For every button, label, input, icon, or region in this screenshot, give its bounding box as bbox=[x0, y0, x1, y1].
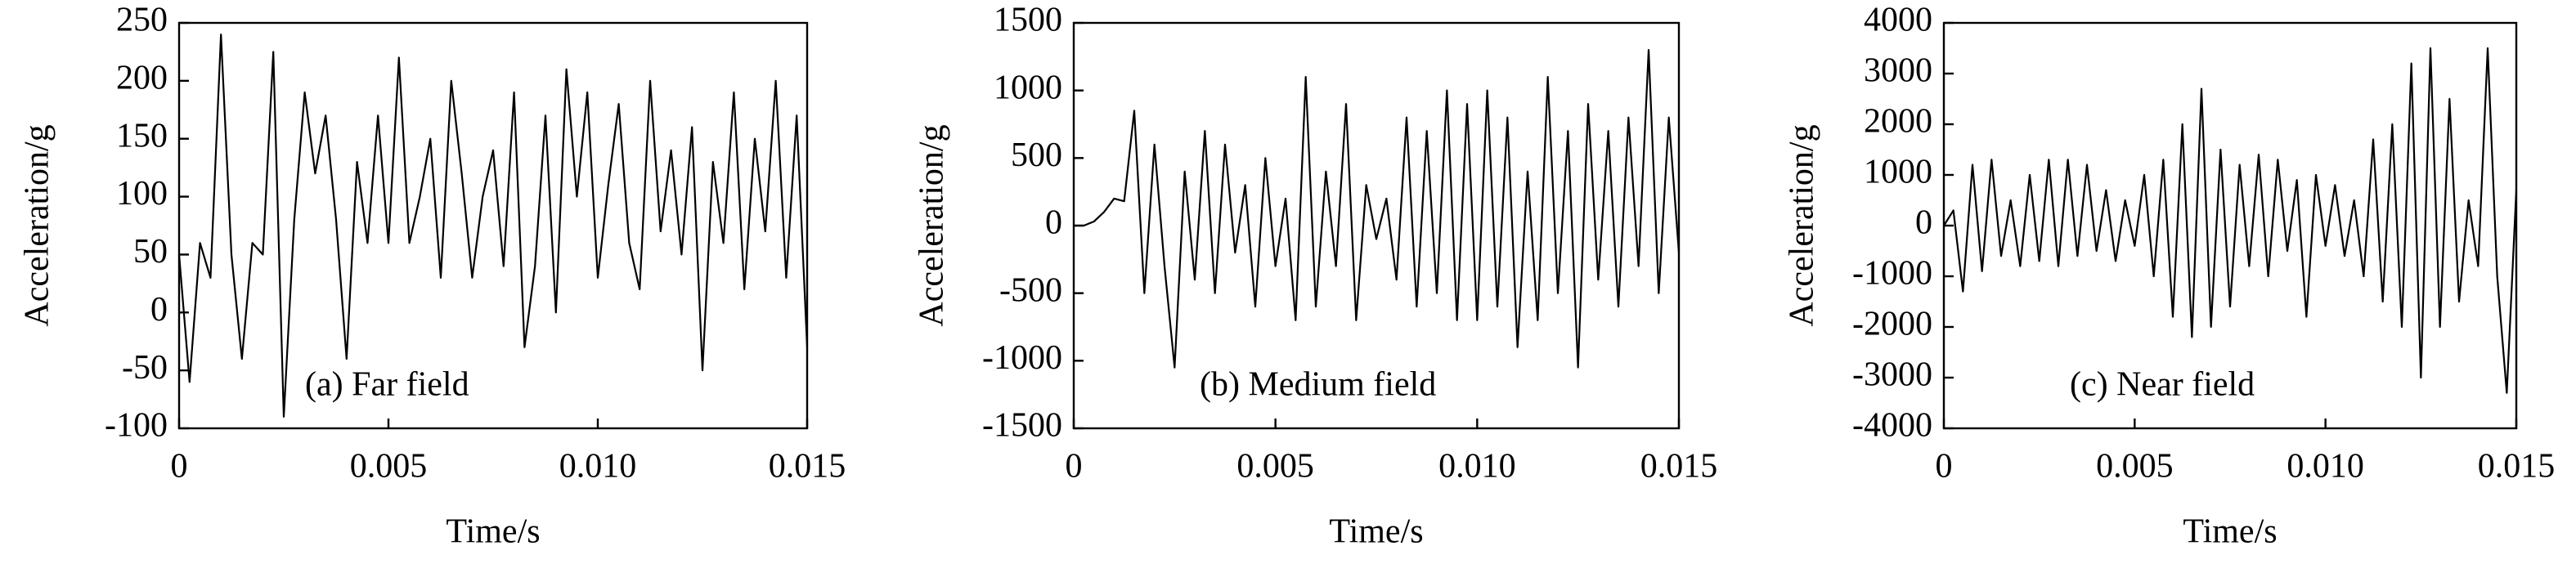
chart-panel: -4000 -3000 -2000 -1000 0 1000 2000 3000 4000 0 0.… bbox=[1784, 2, 2556, 551]
x-axis-label: Time/s bbox=[1329, 513, 1423, 551]
y-axis-label: Acceleration/g bbox=[913, 124, 951, 326]
y-tick-label: 200 bbox=[116, 59, 168, 96]
y-tick-label: 1500 bbox=[994, 2, 1062, 39]
plot-frame bbox=[177, 21, 809, 430]
y-tick-label: 1000 bbox=[994, 69, 1062, 106]
x-tick-label: 0 bbox=[171, 448, 188, 486]
x-tick-label: 0.015 bbox=[2478, 448, 2556, 486]
annotation: (a) Far field bbox=[305, 366, 469, 404]
y-tick-label: -3000 bbox=[1852, 356, 1932, 394]
y-tick-label: 500 bbox=[1011, 137, 1062, 174]
x-axis-label: Time/s bbox=[2183, 513, 2277, 551]
x-tick-label: 0.015 bbox=[1640, 448, 1718, 486]
y-tick-label: -1000 bbox=[982, 339, 1062, 377]
y-tick-label: -50 bbox=[122, 349, 168, 387]
signal-line bbox=[177, 34, 809, 418]
y-tick-label: 4000 bbox=[1864, 2, 1932, 39]
chart-panel: -100 -50 0 50 100 150 200 250 0 0.005 0.010 0.015 (a… bbox=[19, 2, 846, 551]
y-tick-label: -1500 bbox=[982, 407, 1062, 445]
y-tick-label: -100 bbox=[105, 407, 168, 445]
x-tick-label: 0.010 bbox=[2287, 448, 2364, 486]
y-tick-label: 50 bbox=[133, 233, 168, 271]
y-tick-label: 1000 bbox=[1864, 154, 1932, 191]
x-tick-label: 0 bbox=[1066, 448, 1083, 486]
y-tick-label: 0 bbox=[1045, 204, 1062, 242]
x-tick-label: 0 bbox=[1936, 448, 1953, 486]
x-axis-label: Time/s bbox=[446, 513, 540, 551]
annotation: (b) Medium field bbox=[1200, 366, 1436, 404]
x-tick-label: 0.015 bbox=[769, 448, 846, 486]
x-tick-label: 0.005 bbox=[2096, 448, 2174, 486]
y-tick-label: -2000 bbox=[1852, 306, 1932, 343]
y-tick-label: 150 bbox=[116, 117, 168, 154]
y-tick-label: -4000 bbox=[1852, 407, 1932, 445]
y-axis-label: Acceleration/g bbox=[19, 124, 56, 326]
y-tick-label: 0 bbox=[150, 291, 168, 329]
x-tick-label: 0.005 bbox=[1236, 448, 1314, 486]
y-tick-label: 0 bbox=[1915, 204, 1932, 242]
chart-panel: -1500 -1000 -500 0 500 1000 1500 0 0.005 0.010 0.0… bbox=[913, 2, 1718, 551]
annotation: (c) Near field bbox=[2070, 366, 2255, 404]
y-axis-label: Acceleration/g bbox=[1784, 124, 1821, 326]
y-tick-label: -500 bbox=[999, 271, 1062, 309]
signal-line bbox=[1074, 48, 1681, 369]
x-tick-label: 0.005 bbox=[350, 448, 428, 486]
signal-line bbox=[1943, 47, 2518, 394]
y-tick-label: 3000 bbox=[1864, 52, 1932, 90]
x-tick-label: 0.010 bbox=[559, 448, 637, 486]
x-tick-label: 0.010 bbox=[1438, 448, 1516, 486]
y-tick-label: -1000 bbox=[1852, 255, 1932, 293]
y-tick-label: 2000 bbox=[1864, 103, 1932, 141]
y-tick-label: 250 bbox=[116, 2, 168, 39]
y-tick-label: 100 bbox=[116, 175, 168, 213]
